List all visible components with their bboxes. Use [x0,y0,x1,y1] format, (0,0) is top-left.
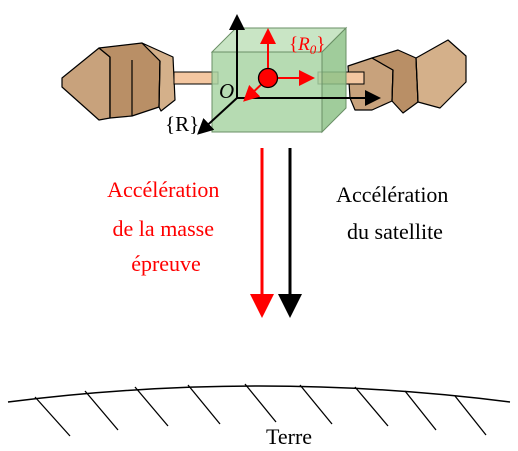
earth-label: Terre [266,424,312,449]
right-solar-panel [347,39,467,114]
proof-mass-frame-label: {R0} [289,34,325,57]
proof-mass-label-line-3: épreuve [131,251,201,276]
satellite-axis-x [197,97,238,135]
satellite-label-line-1: Accélération [336,182,448,207]
satellite-label-line-2: du satellite [347,219,443,244]
earth-hatching [34,383,487,437]
satellite-frame-axes [197,14,381,135]
proof-mass-frame-subscript: 0 [310,42,317,57]
origin-label: O [219,79,234,103]
satellite-frame-label: {R} [165,112,199,136]
right-panel-outer [415,39,467,109]
satellite-cube [210,26,348,134]
left-boom [173,71,219,85]
left-solar-panel [61,42,176,121]
left-panel-outer [61,47,111,121]
satellite-acceleration-label: Accélération du satellite [336,182,454,244]
earth-surface [7,385,511,403]
proof-mass-label-line-1: Accélération [107,177,219,202]
proof-mass [257,67,279,89]
proof-mass-label-line-2: de la masse [113,216,214,241]
proof-mass-acceleration-label: Accélération de la masse épreuve [107,177,225,276]
proof-mass-frame-letter: R [297,34,310,55]
